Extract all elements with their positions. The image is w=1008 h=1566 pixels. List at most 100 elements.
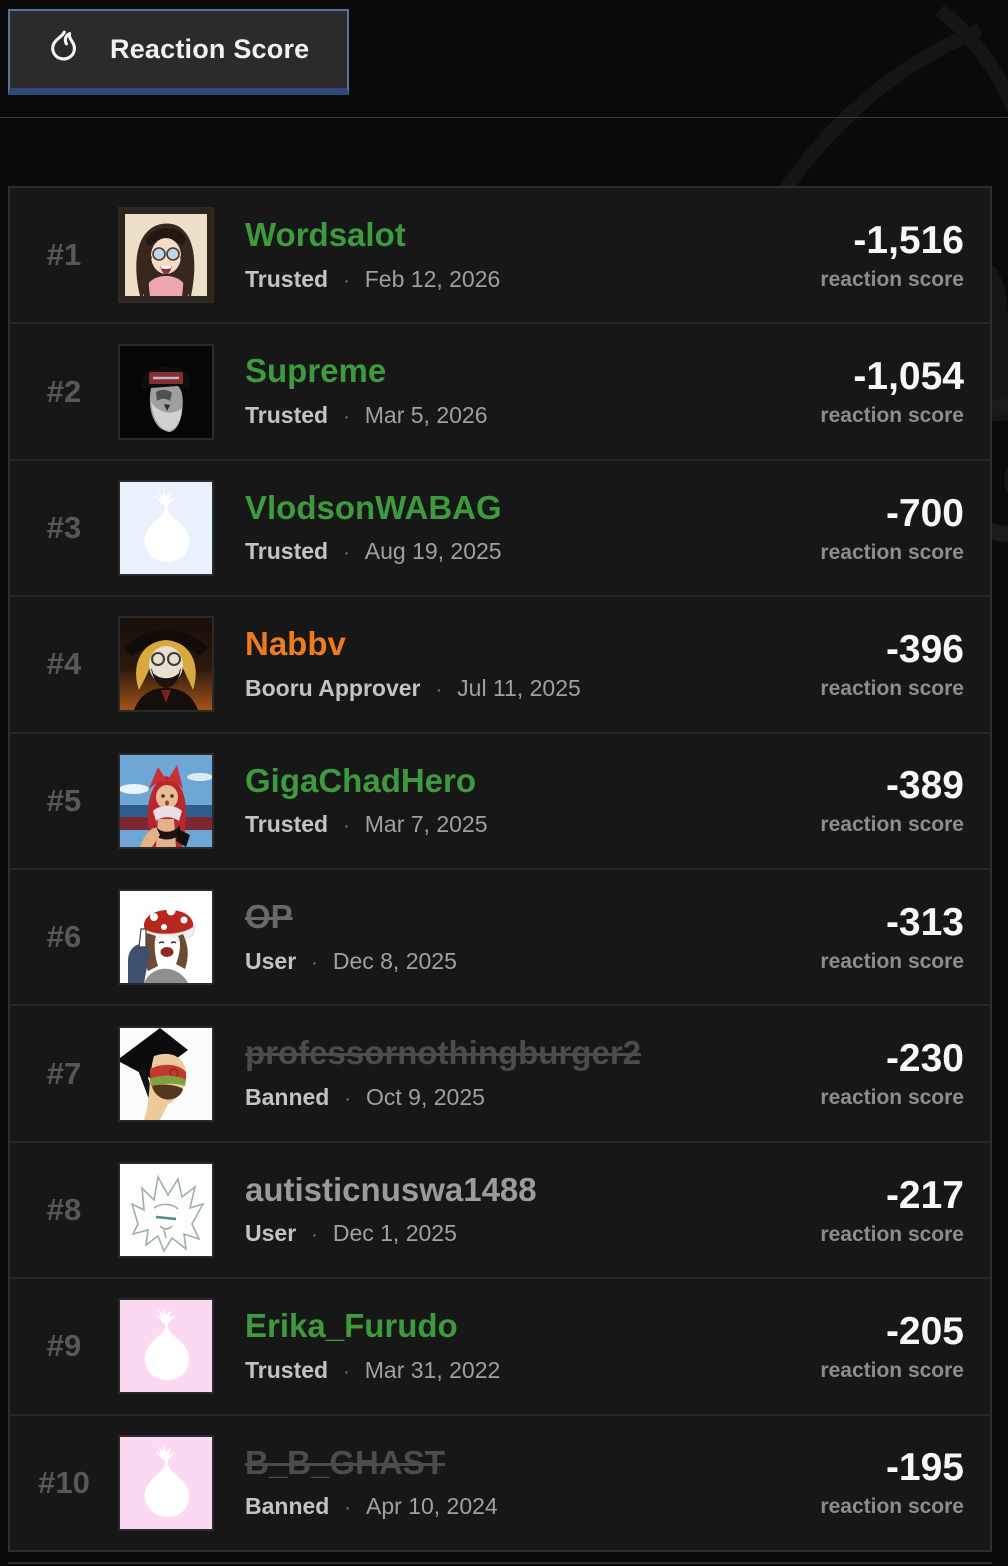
header-divider [0,117,1008,118]
username[interactable]: professornothingburger2 [245,1034,642,1072]
score-value: -1,054 [853,355,964,399]
user-meta: Booru Approver · Jul 11, 2025 [245,675,820,702]
meta-separator: · [343,542,350,565]
user-role: Trusted [245,265,329,292]
user-role: Banned [245,1083,330,1110]
meta-separator: · [344,1497,352,1520]
reaction-score-label: reaction score [820,267,964,291]
reaction-score-label: reaction score [820,1495,964,1519]
user-role: User [245,947,297,974]
avatar[interactable] [118,752,214,849]
leaderboard-row[interactable]: #3 VlodsonWABAG Trusted · Aug 19, 2025 -70… [10,458,990,595]
join-date: Mar 5, 2026 [364,401,488,428]
user-role: Trusted [245,811,329,838]
leaderboard-row[interactable]: #10 B_B_GHAST Banned · Apr 10, 2024 -195 r… [10,1413,990,1550]
username[interactable]: autisticnuswa1488 [245,1170,537,1208]
user-role: Trusted [245,538,329,565]
leaderboard-row[interactable]: #9 Erika_Furudo Trusted · Mar 31, 2022 -20… [10,1277,990,1413]
user-role: User [245,1220,297,1247]
user-meta: Trusted · Aug 19, 2025 [245,538,820,565]
reaction-score-label: reaction score [820,1222,964,1246]
join-date: Apr 10, 2024 [366,1493,498,1520]
score-value: -217 [885,1173,964,1217]
avatar[interactable] [118,616,214,713]
leaderboard-row[interactable]: #2 Supreme Trusted · Mar 5, 2026 -1,054 re… [10,322,990,458]
join-date: Dec 8, 2025 [332,947,457,974]
score-value: -195 [885,1446,964,1490]
avatar[interactable] [118,207,214,304]
user-meta: Trusted · Mar 31, 2022 [245,1357,820,1384]
avatar[interactable] [118,889,214,986]
avatar[interactable] [118,1162,214,1259]
avatar[interactable] [118,480,214,577]
join-date: Dec 1, 2025 [332,1220,457,1247]
username[interactable]: Nabbv [245,625,346,663]
leaderboard-row[interactable]: #5 GigaChadHero Trusted · Mar 7, 2025 -389… [10,731,990,868]
meta-separator: · [435,678,443,701]
reaction-score-button-label: Reaction Score [110,34,310,64]
score-box: -1,054 reaction score [820,357,964,426]
reaction-score-label: reaction score [820,949,964,973]
join-date: Mar 31, 2022 [364,1356,501,1383]
avatar[interactable] [118,1434,214,1531]
score-value: -700 [885,491,964,535]
leaderboard-list: #1 Wordsalot Trusted · Feb 12, 2026 -1,516… [8,186,992,1552]
reaction-score-label: reaction score [820,1086,964,1110]
score-value: -1,516 [853,218,964,262]
rank-label: #8 [46,1192,82,1228]
avatar[interactable] [118,343,214,440]
user-meta: Trusted · Mar 5, 2026 [245,402,820,429]
leaderboard-row[interactable]: #7 professornothingburger2 Banned · Oct 9,… [10,1004,990,1140]
rank-label: #3 [46,510,82,546]
user-meta: User · Dec 1, 2025 [245,1220,820,1247]
score-box: -1,516 reaction score [820,221,964,290]
score-value: -313 [885,900,964,944]
username[interactable]: B_B_GHAST [245,1443,445,1481]
rank-label: #1 [46,237,82,273]
username[interactable]: Supreme [245,352,387,390]
score-box: -313 reaction score [820,903,964,972]
username[interactable]: Erika_Furudo [245,1307,458,1345]
leaderboard-row[interactable]: #8 autisticnuswa1488 User · Dec 1, 2025 -2… [10,1140,990,1277]
join-date: Oct 9, 2025 [366,1083,485,1110]
user-meta: Trusted · Mar 7, 2025 [245,811,820,838]
score-value: -396 [885,627,964,671]
score-value: -389 [885,764,964,808]
rank-label: #2 [46,373,82,409]
meta-separator: · [343,1360,350,1383]
leaderboard-row[interactable]: #1 Wordsalot Trusted · Feb 12, 2026 -1,516… [10,188,990,322]
score-value: -205 [885,1309,964,1353]
rank-label: #7 [46,1055,82,1091]
score-box: -195 reaction score [820,1448,964,1517]
meta-separator: · [343,815,350,838]
user-meta: Trusted · Feb 12, 2026 [245,266,820,293]
reaction-score-label: reaction score [820,676,964,700]
username[interactable]: Wordsalot [245,215,406,253]
meta-separator: · [343,405,350,428]
rank-label: #5 [46,782,82,818]
score-box: -217 reaction score [820,1176,964,1245]
avatar[interactable] [118,1298,214,1395]
meta-separator: · [344,1087,352,1110]
reaction-score-button[interactable]: Reaction Score [8,9,350,95]
username[interactable]: OP [245,897,293,935]
reaction-score-label: reaction score [820,404,964,428]
score-value: -230 [885,1037,964,1081]
avatar[interactable] [118,1025,214,1122]
username[interactable]: VlodsonWABAG [245,488,502,526]
rank-label: #6 [46,919,82,955]
join-date: Mar 7, 2025 [364,811,488,838]
score-box: -230 reaction score [820,1039,964,1108]
leaderboard-row[interactable]: #4 Nabbv Booru Approver · Jul 11, 2025 -39… [10,595,990,731]
username[interactable]: GigaChadHero [245,761,477,799]
leaderboard-row[interactable]: #6 OP User · Dec 8, 2025 -313 reaction sco… [10,868,990,1004]
meta-separator: · [343,269,350,292]
rank-label: #9 [46,1328,82,1364]
reaction-score-label: reaction score [820,540,964,564]
meta-separator: · [311,1224,318,1247]
join-date: Feb 12, 2026 [364,265,501,292]
reaction-score-label: reaction score [820,1358,964,1382]
user-meta: Banned · Apr 10, 2024 [245,1493,820,1520]
rank-label: #4 [46,646,82,682]
